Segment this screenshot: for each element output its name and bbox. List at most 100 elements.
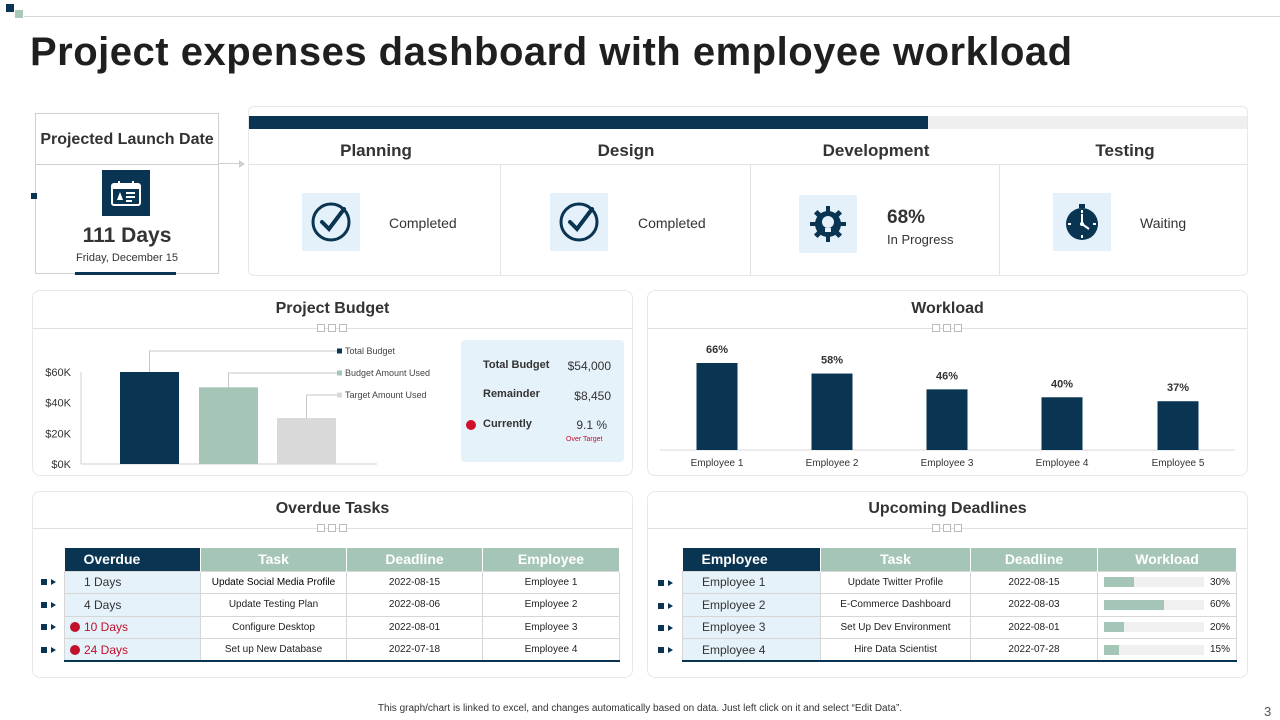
launch-date: Friday, December 15 (76, 252, 178, 264)
alert-dot-icon (70, 622, 80, 633)
row-markers (658, 579, 676, 660)
bar-value-label: 40% (1051, 378, 1073, 390)
workload-bar-track (1104, 622, 1204, 633)
bar-value-label: 46% (936, 370, 958, 382)
employee-cell: Employee 3 (682, 615, 821, 639)
workload-bar (696, 363, 738, 450)
alert-dot-icon (70, 644, 80, 655)
workload-percent: 15% (1209, 644, 1230, 655)
legend-swatch (337, 392, 342, 398)
deadline-cell: 2022-07-18 (346, 638, 483, 662)
employee-cell: Employee 2 (682, 593, 821, 617)
bar-value-label: 37% (1167, 382, 1189, 394)
row-marker-icon (658, 580, 673, 653)
workload-percent: 20% (1209, 621, 1230, 633)
upcoming-panel (647, 491, 1248, 678)
task-col-header: Task (200, 548, 347, 571)
workload-panel (647, 290, 1248, 476)
y-tick-label: $0K (51, 459, 71, 471)
employee-col-header: Employee (482, 548, 620, 571)
project-budget-panel (32, 290, 633, 476)
phase-divider (249, 164, 1247, 165)
workload-col-header: Workload (1097, 548, 1237, 571)
overdue-days: 24 Days (84, 642, 129, 657)
overdue-days: 4 Days (64, 593, 201, 617)
page-number: 3 (1264, 704, 1272, 719)
launch-date-header: Projected Launch Date (35, 113, 219, 164)
legend-swatch (337, 348, 342, 354)
task-cell: Configure Desktop (200, 615, 347, 639)
y-tick-label: $60K (45, 367, 71, 379)
check-icon (550, 193, 608, 251)
phase-testing-title: Testing (1095, 141, 1155, 160)
deadline-cell: 2022-08-06 (346, 593, 483, 617)
x-tick-label: Employee 5 (1152, 458, 1205, 469)
deadline-cell: 2022-08-15 (970, 570, 1098, 594)
deadline-cell: 2022-08-03 (970, 593, 1098, 617)
phase-divider (999, 164, 1000, 275)
workload-cell: 15% (1097, 638, 1237, 662)
top-rule (24, 16, 1280, 17)
task-cell: Hire Data Scientist (820, 638, 971, 662)
task-cell: Update Social Media Profile (200, 570, 347, 594)
deadline-col-header: Deadline (970, 548, 1098, 571)
phase-design-status: Completed (638, 215, 706, 231)
remainder-value: $8,450 (574, 389, 611, 403)
deadline-cell: 2022-08-01 (346, 615, 483, 639)
decor-square (31, 193, 37, 199)
row-marker-icon (41, 579, 56, 653)
employee-cell: Employee 3 (482, 615, 620, 639)
x-tick-label: Employee 4 (1036, 458, 1089, 469)
leader-line (306, 394, 337, 418)
x-tick-label: Employee 2 (806, 458, 859, 469)
workload-cell: 20% (1097, 615, 1237, 639)
task-cell: Set up New Database (200, 638, 347, 662)
divider-ornament-icon (932, 524, 962, 532)
deadline-col-header: Deadline (346, 548, 483, 571)
workload-bar-fill (1104, 622, 1124, 633)
divider-ornament-icon (317, 524, 347, 532)
workload-bar-track (1104, 577, 1204, 588)
bar-value-label: 58% (821, 355, 843, 367)
phase-design-title: Design (597, 141, 655, 160)
budget-bar (277, 418, 336, 464)
corner-square-light (15, 10, 23, 18)
table-row: 1 Days Update Social Media Profile 2022-… (64, 570, 620, 594)
phase-divider (500, 164, 501, 275)
project-budget-title: Project Budget (275, 300, 390, 317)
workload-cell: 60% (1097, 593, 1237, 617)
remainder-label: Remainder (483, 388, 540, 400)
employee-cell: Employee 1 (682, 570, 821, 594)
legend-swatch (337, 370, 342, 376)
employee-col-header: Employee (682, 548, 821, 571)
bar-value-label: 66% (706, 344, 728, 356)
row-markers (41, 578, 59, 659)
workload-chart: 66% Employee 1 58% Employee 2 46% Employee 3 4… (660, 344, 1235, 469)
table-row: 24 Days Set up New Database 2022-07-18 E… (64, 638, 620, 662)
gear-bulb-icon (799, 195, 857, 253)
x-tick-label: Employee 1 (691, 458, 744, 469)
workload-percent: 60% (1209, 599, 1230, 611)
overdue-col-header: Overdue (64, 548, 201, 571)
legend-label: Target Amount Used (345, 390, 427, 400)
workload-bar (811, 373, 853, 450)
phase-planning-status: Completed (389, 215, 457, 231)
deadline-cell: 2022-08-15 (346, 570, 483, 594)
days-remaining: 111 Days (82, 224, 172, 247)
table-row: 4 Days Update Testing Plan 2022-08-06 Em… (64, 593, 620, 617)
check-icon (302, 193, 360, 251)
employee-cell: Employee 2 (482, 593, 620, 617)
total-budget-value: $54,000 (567, 359, 611, 373)
upcoming-table: Employee Task Deadline Workload Employee… (682, 548, 1237, 662)
phase-development-title: Development (822, 141, 930, 160)
workload-bar-fill (1104, 577, 1134, 588)
workload-bar-fill (1104, 644, 1119, 655)
task-cell: Update Testing Plan (200, 593, 347, 617)
overdue-panel (32, 491, 633, 678)
budget-summary-card (461, 340, 624, 462)
task-cell: Update Twitter Profile (820, 570, 971, 594)
phase-divider (750, 164, 751, 275)
currently-value: 9.1 % (576, 418, 607, 432)
progress-fill (249, 116, 928, 129)
overdue-days-alert: 24 Days (64, 638, 201, 662)
